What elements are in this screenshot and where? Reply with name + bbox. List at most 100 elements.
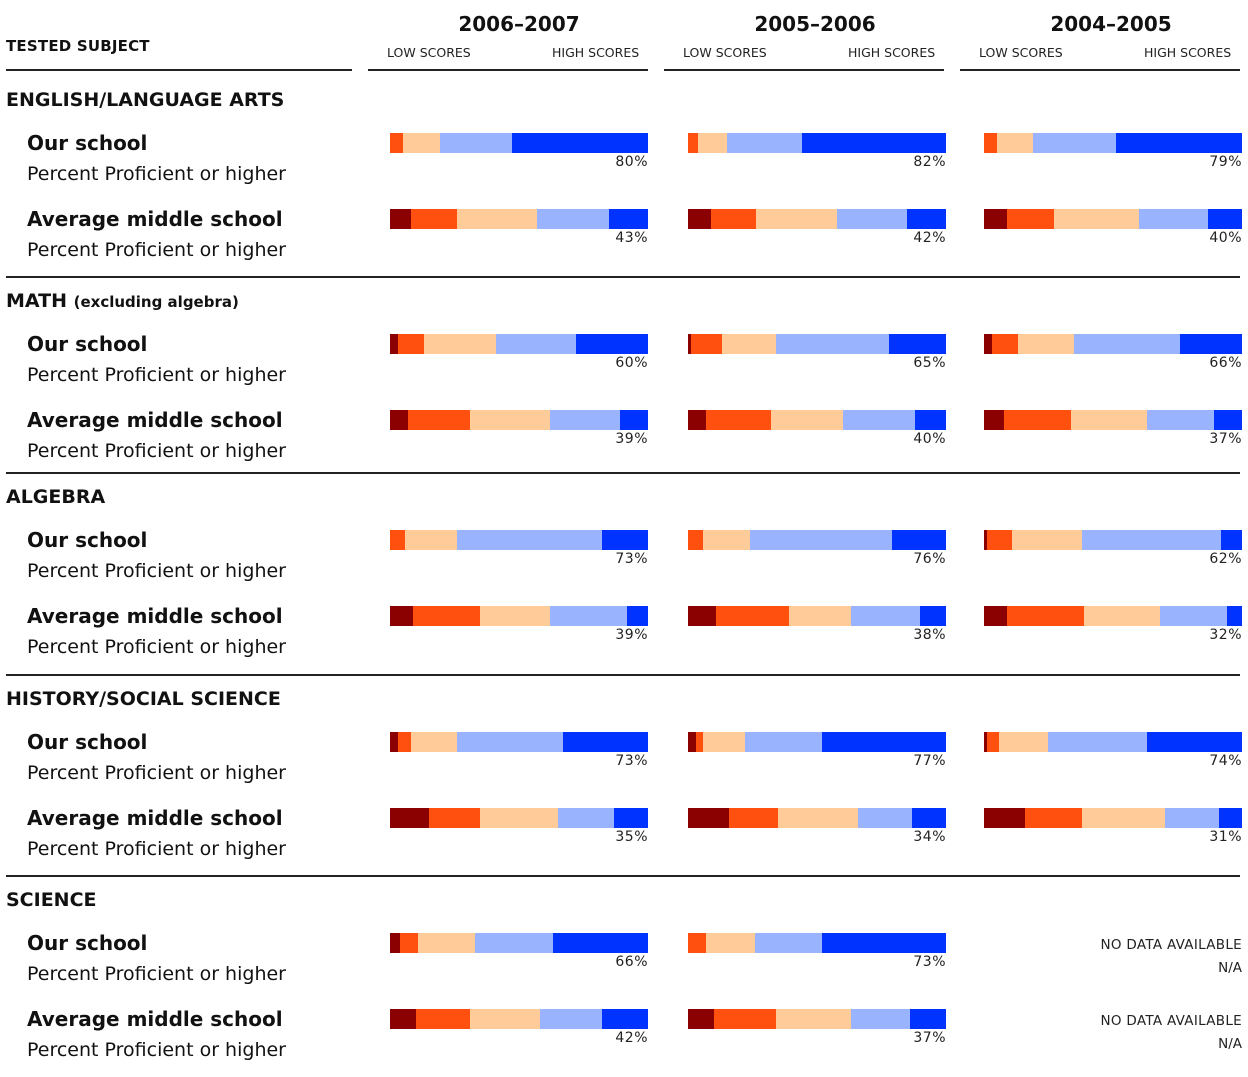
stacked-bar	[688, 1009, 946, 1029]
bar-segment-basic	[999, 732, 1049, 752]
bar-segment-basic	[469, 410, 550, 430]
bar-segment-advanced	[822, 732, 946, 752]
bar-segment-proficient	[850, 1009, 910, 1029]
percent-proficient-value: 32%	[1209, 627, 1242, 643]
low-scores-label: LOW SCORES	[979, 45, 1063, 60]
bar-segment-basic	[1083, 606, 1161, 626]
stacked-bar	[688, 410, 946, 430]
bar-segment-far-below-basic	[984, 209, 1008, 229]
percent-proficient-value: 66%	[615, 954, 648, 970]
bar-segment-far-below-basic	[688, 334, 691, 354]
row-sublabel: Percent Proficient or higher	[27, 1039, 286, 1061]
tested-subject-header: TESTED SUBJECT	[6, 37, 150, 55]
bar-segment-basic	[1053, 209, 1139, 229]
percent-proficient-value: 73%	[615, 551, 648, 567]
stacked-bar	[390, 732, 648, 752]
stacked-bar	[984, 410, 1242, 430]
bar-segment-proficient	[1033, 133, 1116, 153]
bar-segment-advanced	[920, 606, 946, 626]
bar-segment-proficient	[842, 410, 916, 430]
row-sublabel: Percent Proficient or higher	[27, 364, 286, 386]
percent-proficient-value: 80%	[615, 154, 648, 170]
bar-segment-proficient	[1138, 209, 1209, 229]
bar-segment-basic	[1017, 334, 1075, 354]
bar-segment-proficient	[549, 606, 628, 626]
row-sublabel: Percent Proficient or higher	[27, 560, 286, 582]
bar-segment-basic	[706, 933, 756, 953]
bar-segment-advanced	[1218, 808, 1242, 828]
section-title-text: ALGEBRA	[6, 486, 106, 508]
section-title-text: MATH	[6, 290, 67, 312]
row-label: Our school	[27, 131, 148, 155]
section-title-text: ENGLISH/LANGUAGE ARTS	[6, 89, 285, 111]
bar-segment-basic	[1082, 808, 1165, 828]
bar-segment-proficient	[539, 1009, 602, 1029]
high-scores-label: HIGH SCORES	[552, 45, 640, 60]
na-value: N/A	[1218, 960, 1242, 976]
data-row: Average middle school Percent Proficient …	[0, 207, 1248, 277]
percent-proficient-value: 35%	[615, 829, 648, 845]
bar-segment-advanced	[614, 808, 648, 828]
bar-segment-advanced	[822, 933, 946, 953]
percent-proficient-value: 31%	[1209, 829, 1242, 845]
bar-segment-proficient	[749, 530, 892, 550]
row-sublabel: Percent Proficient or higher	[27, 963, 286, 985]
stacked-bar	[688, 133, 946, 153]
stacked-bar	[984, 209, 1242, 229]
stacked-bar	[984, 808, 1242, 828]
stacked-bar	[688, 808, 946, 828]
bar-segment-proficient	[726, 133, 802, 153]
percent-proficient-value: 60%	[615, 355, 648, 371]
bar-segment-below-basic	[390, 133, 404, 153]
bar-segment-below-basic	[716, 606, 789, 626]
bar-segment-advanced	[627, 606, 648, 626]
data-row: Average middle school Percent Proficient …	[0, 408, 1248, 478]
section-divider	[6, 875, 1240, 877]
bar-segment-basic	[457, 209, 538, 229]
row-label: Our school	[27, 931, 148, 955]
bar-segment-below-basic	[991, 334, 1018, 354]
section-title: ENGLISH/LANGUAGE ARTS	[6, 89, 284, 111]
bar-segment-advanced	[906, 209, 946, 229]
bar-segment-far-below-basic	[390, 410, 409, 430]
percent-proficient-value: 37%	[1209, 431, 1242, 447]
data-row: Average middle school Percent Proficient …	[0, 604, 1248, 674]
bar-segment-far-below-basic	[390, 334, 398, 354]
bar-segment-basic	[405, 530, 458, 550]
stacked-bar	[688, 334, 946, 354]
bar-segment-advanced	[912, 808, 946, 828]
stacked-bar	[390, 410, 648, 430]
stacked-bar	[390, 1009, 648, 1029]
bar-segment-below-basic	[410, 209, 458, 229]
percent-proficient-value: 39%	[615, 627, 648, 643]
bar-segment-below-basic	[690, 334, 722, 354]
bar-segment-basic	[703, 732, 745, 752]
stacked-bar	[688, 530, 946, 550]
stacked-bar	[984, 133, 1242, 153]
stacked-bar	[688, 732, 946, 752]
bar-segment-proficient	[1160, 606, 1227, 626]
bar-segment-advanced	[552, 933, 648, 953]
bar-segment-far-below-basic	[984, 410, 1005, 430]
year-header-2005-2006: 2005–2006	[754, 12, 876, 36]
bar-segment-below-basic	[711, 209, 756, 229]
section-divider	[6, 276, 1240, 278]
bar-segment-advanced	[1115, 133, 1242, 153]
percent-proficient-value: 37%	[913, 1030, 946, 1046]
stacked-bar	[984, 732, 1242, 752]
bar-segment-advanced	[512, 133, 648, 153]
bar-segment-below-basic	[706, 410, 771, 430]
bar-segment-far-below-basic	[688, 410, 707, 430]
bar-segment-advanced	[601, 1009, 648, 1029]
stacked-bar	[688, 933, 946, 953]
bar-segment-proficient	[744, 732, 823, 752]
bar-segment-far-below-basic	[984, 808, 1026, 828]
bar-segment-advanced	[609, 209, 648, 229]
data-row: Our school Percent Proficient or higher 80…	[0, 131, 1248, 201]
bar-segment-proficient	[457, 530, 602, 550]
bar-segment-proficient	[1048, 732, 1147, 752]
percent-proficient-value: 43%	[615, 230, 648, 246]
stacked-bar	[390, 133, 648, 153]
percent-proficient-value: 42%	[913, 230, 946, 246]
bar-segment-below-basic	[413, 606, 481, 626]
